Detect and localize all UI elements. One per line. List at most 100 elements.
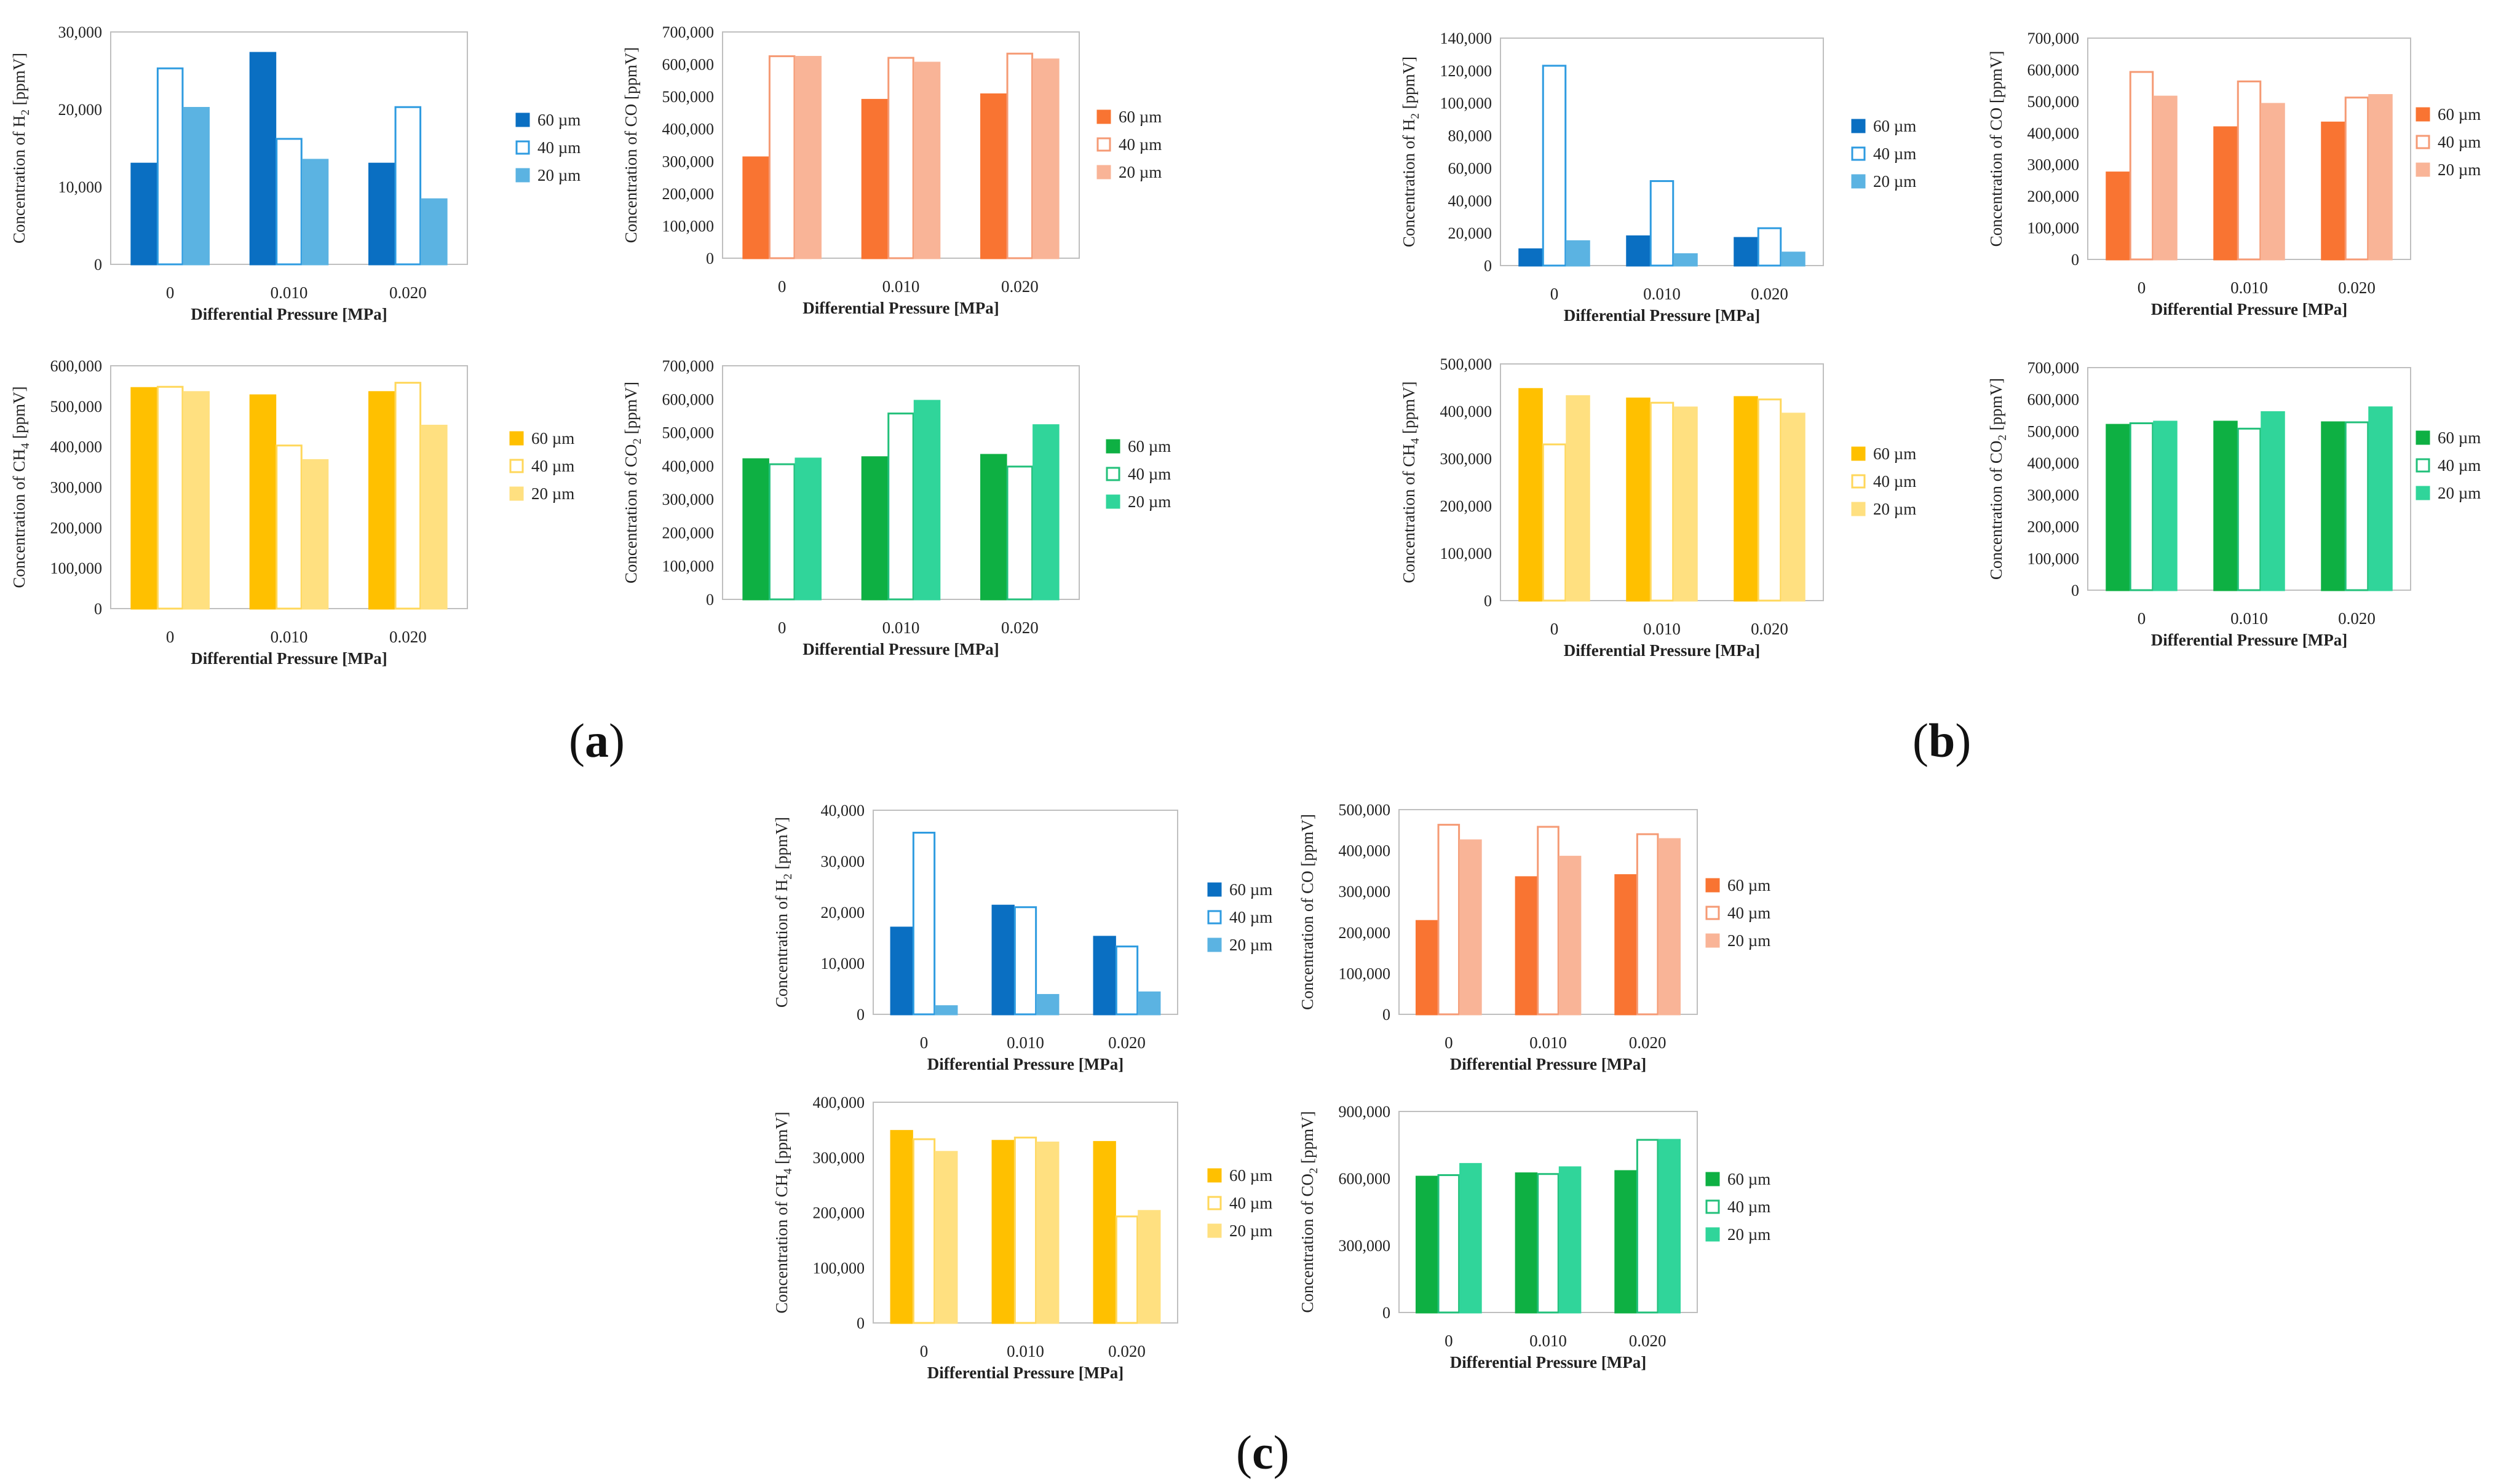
bar-h2-60um-0.020 xyxy=(1093,936,1116,1016)
y-tick-label: 200,000 xyxy=(50,519,103,537)
legend-swatch xyxy=(1096,165,1111,180)
bar-co2-60um-0 xyxy=(1415,1175,1438,1314)
x-tick-label: 0.020 xyxy=(389,283,427,302)
x-tick-label: 0.010 xyxy=(1643,285,1681,303)
y-tick-label: 400,000 xyxy=(813,1094,865,1111)
bar-co-60um-0.010 xyxy=(861,98,889,259)
bar-ch4-60um-0.020 xyxy=(1734,396,1758,602)
bar-co2-20um-0 xyxy=(1459,1162,1482,1314)
bar-co2-60um-0.020 xyxy=(1614,1170,1637,1314)
bar-h2-60um-0.010 xyxy=(1626,235,1651,267)
bar-h2-20um-0 xyxy=(183,106,210,266)
y-tick-label: 200,000 xyxy=(662,524,715,542)
y-tick-label: 500,000 xyxy=(662,424,715,442)
x-axis-title: Differential Pressure [MPa] xyxy=(927,1364,1124,1382)
legend-swatch xyxy=(515,140,530,155)
bar-co2-20um-0 xyxy=(795,457,822,601)
y-tick-label: 300,000 xyxy=(2027,486,2080,504)
x-tick-label: 0.020 xyxy=(2338,278,2376,297)
legend-label: 60 µm xyxy=(2438,428,2481,447)
chart-a-h2: 0 10,000 20,000 30,000 0 0.010 0.020Differenti… xyxy=(10,23,581,323)
y-tick-label: 200,000 xyxy=(1339,924,1391,942)
chart-b-h2: 0 20,000 40,000 60,000 80,000 100,000 120,000 1… xyxy=(1400,30,1916,325)
x-tick-label: 0.010 xyxy=(1007,1033,1044,1052)
legend-swatch xyxy=(2416,162,2430,177)
y-tick-label: 0 xyxy=(706,250,714,267)
x-axis-title: Differential Pressure [MPa] xyxy=(927,1055,1124,1073)
y-tick-label: 120,000 xyxy=(1440,62,1492,80)
legend-swatch xyxy=(2416,107,2430,122)
panel-label-c: (c) xyxy=(1236,1426,1290,1479)
y-tick-label: 400,000 xyxy=(662,457,715,475)
y-tick-label: 20,000 xyxy=(58,101,103,119)
x-axis-title: Differential Pressure [MPa] xyxy=(191,649,387,668)
bar-co-20um-0.020 xyxy=(1032,58,1060,259)
legend-label: 40 µm xyxy=(1229,908,1272,926)
y-tick-label: 300,000 xyxy=(1339,1237,1391,1255)
bar-co2-40um-0.010 xyxy=(887,412,914,601)
legend-swatch xyxy=(2416,430,2430,445)
bar-h2-20um-0.010 xyxy=(1036,993,1060,1016)
y-tick-label: 500,000 xyxy=(2027,422,2080,440)
bar-ch4-40um-0 xyxy=(912,1138,936,1324)
bar-co-20um-0.020 xyxy=(2368,94,2393,261)
x-tick-label: 0 xyxy=(1445,1332,1453,1350)
y-tick-label: 200,000 xyxy=(813,1204,865,1222)
x-tick-label: 0.020 xyxy=(1001,618,1039,637)
bar-co2-20um-0.020 xyxy=(1658,1139,1681,1314)
y-tick-label: 700,000 xyxy=(662,357,715,375)
y-axis-title: Concentration of CO [ppmV] xyxy=(622,47,640,243)
y-tick-label: 500,000 xyxy=(1440,355,1492,373)
y-tick-label: 0 xyxy=(857,1314,865,1332)
bar-ch4-40um-0.010 xyxy=(1013,1136,1037,1324)
bar-h2-40um-0.020 xyxy=(1757,227,1782,267)
y-tick-label: 140,000 xyxy=(1440,30,1492,47)
x-tick-label: 0 xyxy=(1550,285,1559,303)
legend-swatch xyxy=(515,168,530,183)
chart-c-co2: 0 300,000 600,000 900,000 0 0.010 0.020 Differe… xyxy=(1298,1103,1770,1372)
bar-co-20um-0 xyxy=(2153,95,2178,261)
legend-swatch xyxy=(1106,439,1120,454)
legend-swatch xyxy=(1207,910,1222,925)
bar-h2-60um-0.020 xyxy=(368,162,395,266)
chart-a-ch4: 0 100,000 200,000 300,000 400,000 500,000 600,… xyxy=(10,357,574,668)
y-tick-label: 700,000 xyxy=(2027,30,2080,47)
legend-label: 20 µm xyxy=(531,484,574,503)
legend-label: 60 µm xyxy=(531,429,574,448)
bar-ch4-40um-0.020 xyxy=(394,382,422,610)
legend-swatch xyxy=(509,431,524,446)
bar-ch4-20um-0.020 xyxy=(421,424,448,610)
bar-co2-40um-0.010 xyxy=(1537,1173,1560,1314)
legend-swatch xyxy=(1705,933,1720,948)
legend-swatch xyxy=(2416,486,2430,500)
y-tick-label: 30,000 xyxy=(821,853,865,870)
bar-ch4-40um-0 xyxy=(1542,443,1567,602)
y-tick-label: 500,000 xyxy=(2027,93,2080,111)
bar-h2-60um-0.010 xyxy=(991,904,1015,1016)
x-tick-label: 0 xyxy=(920,1342,929,1360)
bar-h2-60um-0 xyxy=(1518,248,1543,267)
bar-ch4-40um-0.020 xyxy=(1757,398,1782,602)
y-tick-label: 300,000 xyxy=(2027,156,2080,174)
legend-swatch xyxy=(1096,137,1111,152)
x-axis-title: Differential Pressure [MPa] xyxy=(2151,631,2347,649)
legend-swatch xyxy=(1207,937,1222,952)
legend-swatch xyxy=(2416,135,2430,149)
bar-co2-60um-0.010 xyxy=(2213,420,2238,591)
x-tick-label: 0.010 xyxy=(271,283,308,302)
y-tick-label: 200,000 xyxy=(2027,518,2080,536)
y-axis-title: Concentration of H2 [ppmV] xyxy=(10,53,32,243)
x-tick-label: 0 xyxy=(166,283,175,302)
legend-swatch xyxy=(1705,906,1720,920)
bar-co2-60um-0.010 xyxy=(861,456,889,601)
y-axis-title: Concentration of CH4 [ppmV] xyxy=(772,1111,795,1313)
bar-h2-40um-0.010 xyxy=(1649,180,1675,267)
bar-ch4-60um-0 xyxy=(130,387,157,610)
bar-co-60um-0.020 xyxy=(980,93,1007,259)
legend-swatch xyxy=(509,486,524,501)
y-axis-title: Concentration of CO [ppmV] xyxy=(1298,814,1317,1010)
legend-label: 60 µm xyxy=(1229,880,1272,899)
bar-co2-40um-0.020 xyxy=(1636,1139,1659,1314)
x-tick-label: 0 xyxy=(2138,609,2146,628)
y-tick-label: 600,000 xyxy=(662,56,715,74)
